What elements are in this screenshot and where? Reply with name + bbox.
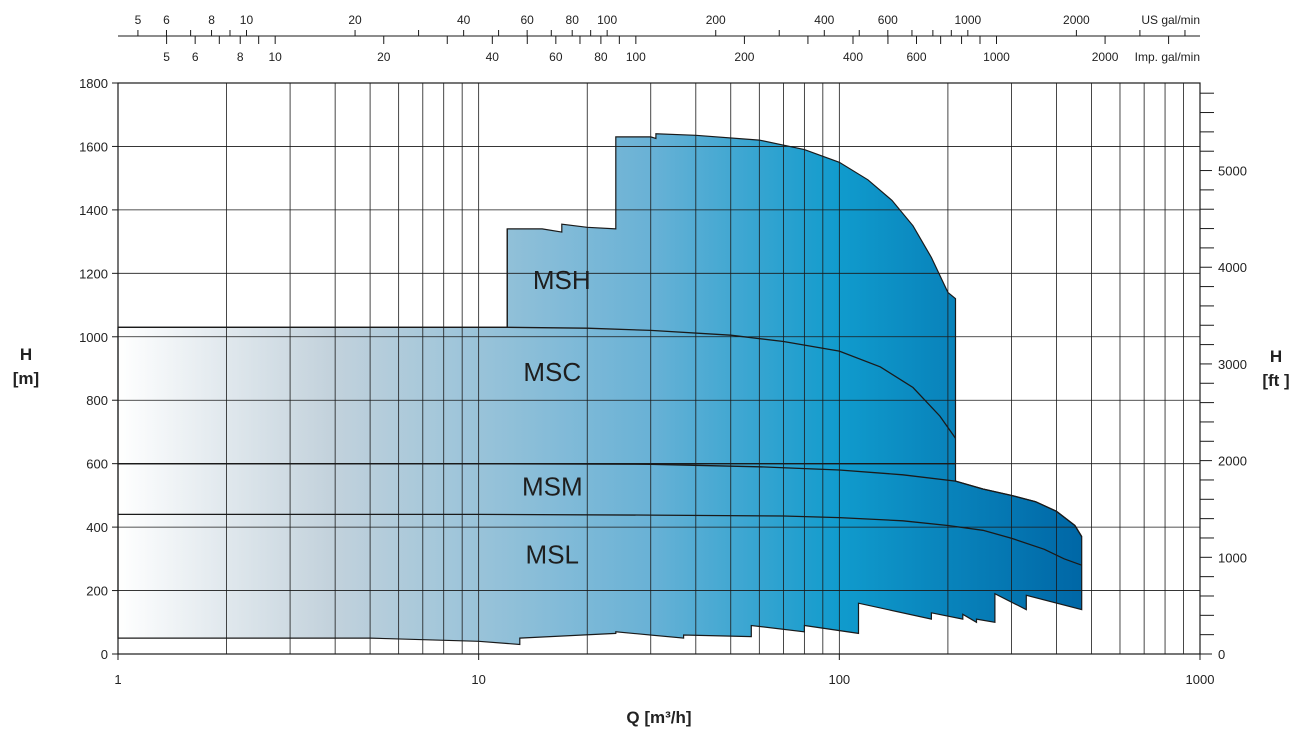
x-tick-label: 100 xyxy=(828,672,850,687)
region-label-msh: MSH xyxy=(533,265,591,295)
y-axis-ticks: 0 200 400 600 800 1000 1200 1400 1600 1800 xyxy=(79,76,118,662)
y-tick-label: 1800 xyxy=(79,76,108,91)
y2-tick-label: 2000 xyxy=(1218,454,1247,469)
imp-gal-tick-label: 8 xyxy=(237,50,244,64)
region-label-msl: MSL xyxy=(526,540,579,570)
region-label-msm: MSM xyxy=(522,471,583,501)
imp-gal-tick-label: 600 xyxy=(906,50,926,64)
regions-layer xyxy=(117,133,1083,646)
us-gal-tick-label: 20 xyxy=(348,13,362,27)
y-tick-label: 1200 xyxy=(79,266,108,281)
imp-gal-tick-label: 60 xyxy=(549,50,563,64)
x-tick-label: 10 xyxy=(471,672,485,687)
x-axis-ticks: 1 10 100 1000 xyxy=(114,654,1214,687)
x-tick-label: 1 xyxy=(114,672,121,687)
us-gal-tick-label: 100 xyxy=(597,13,617,27)
us-gal-tick-label: 6 xyxy=(163,13,170,27)
imp-gal-tick-label: 200 xyxy=(734,50,754,64)
us-gal-tick-label: 40 xyxy=(457,13,471,27)
x-axis-title: Q [m³/h] xyxy=(626,708,691,727)
plot-frame xyxy=(117,82,1201,655)
y-tick-label: 200 xyxy=(86,584,108,599)
y2-tick-label: 4000 xyxy=(1218,260,1247,275)
imp-gal-tick-label: 20 xyxy=(377,50,391,64)
us-gal-tick-label: 400 xyxy=(814,13,834,27)
us-gal-ticks: 5 6 8 10 20 40 60 80 100 200 400 600 1000 2000 xyxy=(135,13,1186,36)
y2-tick-label: 1000 xyxy=(1218,550,1247,565)
imp-gal-tick-label: 80 xyxy=(594,50,608,64)
y-tick-label: 800 xyxy=(86,393,108,408)
y-tick-label: 600 xyxy=(86,457,108,472)
y2-tick-label: 0 xyxy=(1218,647,1225,662)
imp-gal-tick-label: 100 xyxy=(626,50,646,64)
imp-gal-tick-label: 5 xyxy=(163,50,170,64)
us-gal-tick-label: 600 xyxy=(878,13,898,27)
y2-axis-title-unit: [ft ] xyxy=(1262,371,1289,390)
y-tick-label: 1600 xyxy=(79,139,108,154)
imp-gal-tick-label: 1000 xyxy=(983,50,1010,64)
us-gal-tick-label: 200 xyxy=(706,13,726,27)
y-tick-label: 1400 xyxy=(79,203,108,218)
curves-layer xyxy=(118,228,1083,566)
y2-axis-ticks: 0 1000 2000 3000 4000 5000 xyxy=(1200,92,1247,662)
us-gal-tick-label: 2000 xyxy=(1063,13,1090,27)
imp-gal-tick-label: 6 xyxy=(192,50,199,64)
grid-layer xyxy=(118,83,1200,654)
us-gal-tick-label: 10 xyxy=(240,13,254,27)
y-tick-label: 1000 xyxy=(79,330,108,345)
imp-gal-unit: Imp. gal/min xyxy=(1135,50,1200,64)
y2-tick-label: 5000 xyxy=(1218,164,1247,179)
imp-gal-tick-label: 10 xyxy=(268,50,282,64)
performance-area xyxy=(117,133,1083,646)
region-labels: MSH MSC MSM MSL xyxy=(522,265,591,569)
x-tick-label: 1000 xyxy=(1186,672,1215,687)
y2-tick-label: 3000 xyxy=(1218,357,1247,372)
us-gal-tick-label: 80 xyxy=(566,13,580,27)
y-tick-label: 400 xyxy=(86,520,108,535)
imp-gal-tick-label: 40 xyxy=(486,50,500,64)
y-axis-title-h: H xyxy=(20,345,32,364)
region-label-msc: MSC xyxy=(523,357,581,387)
us-gal-tick-label: 5 xyxy=(135,13,142,27)
us-gal-tick-label: 60 xyxy=(520,13,534,27)
imp-gal-ticks: 5 6 8 10 20 40 60 80 100 200 400 600 1000 2000 xyxy=(163,36,1170,64)
top-axes: 5 6 8 10 20 40 60 80 100 200 400 600 1000 2000 5 6 8 10 2… xyxy=(118,13,1200,64)
imp-gal-tick-label: 400 xyxy=(843,50,863,64)
us-gal-tick-label: 1000 xyxy=(954,13,981,27)
us-gal-unit: US gal/min xyxy=(1141,13,1200,27)
imp-gal-tick-label: 2000 xyxy=(1092,50,1119,64)
y-axis-title-unit: [m] xyxy=(13,369,39,388)
y2-axis-title-h: H xyxy=(1270,347,1282,366)
y-tick-label: 0 xyxy=(101,647,108,662)
curve-msc xyxy=(118,326,957,439)
curve-msl xyxy=(118,513,1082,566)
us-gal-tick-label: 8 xyxy=(208,13,215,27)
